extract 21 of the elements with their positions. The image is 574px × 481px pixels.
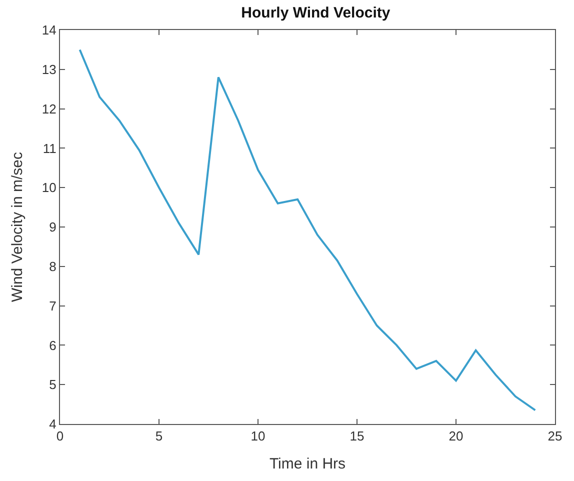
y-tick-label: 4: [49, 416, 56, 432]
y-tick-label: 9: [49, 220, 56, 235]
x-tick-label: 0: [56, 428, 64, 444]
y-tick-label: 8: [49, 258, 56, 274]
x-tick-label: 20: [448, 428, 464, 444]
y-tick-label: 14: [42, 22, 56, 38]
x-tick-label: 10: [250, 428, 266, 444]
y-axis-title: Wind Velocity in m/sec: [9, 151, 26, 302]
y-tick-label: 5: [49, 377, 56, 392]
y-tick-label: 6: [49, 338, 56, 353]
y-tick-label: 13: [42, 62, 56, 77]
chart-title: Hourly Wind Velocity: [241, 4, 391, 22]
x-tick-label: 15: [350, 428, 364, 444]
y-tick-label: 11: [42, 140, 56, 156]
x-tick-label: 5: [155, 428, 163, 444]
y-tick-label: 7: [49, 298, 56, 314]
y-tick-label: 12: [42, 101, 56, 116]
x-tick-label: 25: [548, 428, 562, 444]
line-series: [78, 48, 536, 412]
y-tick-label: 10: [42, 180, 56, 196]
x-axis-title: Time in Hrs: [269, 456, 346, 473]
